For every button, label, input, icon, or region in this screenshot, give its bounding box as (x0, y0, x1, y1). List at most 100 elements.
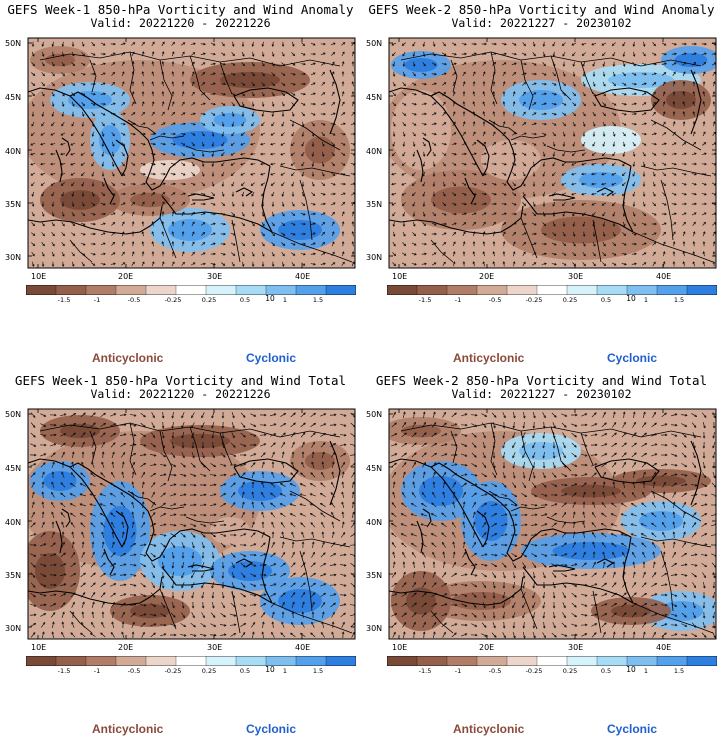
cyclonic-label: Cyclonic (246, 722, 297, 736)
colorbar-tick-label: 0.25 (562, 667, 578, 675)
lat-label: 40N (5, 518, 22, 527)
lat-label: 40N (366, 147, 383, 156)
colorbar-tick-label: 1.5 (673, 296, 685, 304)
lat-label: 50N (5, 39, 22, 48)
vorticity-map (388, 408, 717, 640)
colorbar-tick-label: -0.25 (164, 667, 182, 675)
colorbar-tick-label: 0.5 (239, 667, 251, 675)
colorbar-tick-label: -0.5 (488, 667, 502, 675)
lon-label: 40E (656, 643, 672, 652)
colorbar-tick-label: -1 (93, 296, 101, 304)
panel-valid-dates: Valid: 20221220 - 20221226 (90, 16, 271, 30)
lat-label: 45N (366, 464, 383, 473)
colorbar (26, 285, 356, 295)
colorbar-tick-label: 0.5 (239, 296, 251, 304)
lon-label: 10E (31, 643, 47, 652)
lon-label: 20E (118, 643, 134, 652)
panel-week1-total: GEFS Week-1 850-hPa Vorticity and Wind T… (0, 371, 361, 742)
lat-label: 45N (5, 93, 22, 102)
lon-label: 10E (31, 272, 47, 281)
colorbar-tick-label: 0.25 (201, 667, 217, 675)
lat-label: 40N (366, 518, 383, 527)
colorbar-ticks: -1.5 -1 -0.5 -0.25 0.25 0.5 1 1.5 10 (361, 294, 722, 305)
colorbar-ticks: -1.5 -1 -0.5 -0.25 0.25 0.5 1 1.5 10 (0, 665, 361, 676)
lat-label: 50N (5, 410, 22, 419)
lat-label: 45N (5, 464, 22, 473)
anticyclonic-label: Anticyclonic (453, 351, 525, 365)
colorbar (387, 285, 717, 295)
lon-label: 10E (392, 643, 408, 652)
colorbar-ticks: -1.5 -1 -0.5 -0.25 0.25 0.5 1 1.5 10 (0, 294, 361, 305)
lat-label: 35N (366, 200, 383, 209)
colorbar-tick-label: 0.5 (600, 296, 612, 304)
cyclonic-label: Cyclonic (246, 351, 297, 365)
panel-title: GEFS Week-1 850-hPa Vorticity and Wind T… (14, 373, 347, 388)
lon-label: 40E (295, 643, 311, 652)
colorbar (26, 656, 356, 666)
colorbar-tick-label: 1.5 (673, 667, 685, 675)
anticyclonic-label: Anticyclonic (92, 351, 164, 365)
panel-valid-dates: Valid: 20221227 - 20230102 (451, 16, 632, 30)
colorbar-tick-label: -1 (93, 667, 101, 675)
colorbar-tick-label: -0.5 (488, 296, 502, 304)
colorbar-scale-label: 10 (626, 294, 636, 303)
vorticity-map (27, 37, 356, 269)
colorbar-tick-label: -1 (454, 296, 462, 304)
lon-label: 30E (568, 272, 584, 281)
panel-title: GEFS Week-1 850-hPa Vorticity and Wind A… (7, 2, 354, 17)
lat-label: 35N (5, 571, 22, 580)
lon-label: 10E (392, 272, 408, 281)
colorbar-scale-label: 10 (626, 665, 636, 674)
colorbar-tick-label: -0.25 (164, 296, 182, 304)
vorticity-map (388, 37, 717, 269)
panel-title: GEFS Week-2 850-hPa Vorticity and Wind T… (375, 373, 708, 388)
lat-label: 40N (5, 147, 22, 156)
lon-label: 40E (656, 272, 672, 281)
lat-label: 35N (366, 571, 383, 580)
lat-label: 45N (366, 93, 383, 102)
lon-label: 20E (118, 272, 134, 281)
lat-label: 50N (366, 410, 383, 419)
colorbar-tick-label: 1 (282, 296, 288, 304)
vorticity-map (27, 408, 356, 640)
colorbar-tick-label: 0.5 (600, 667, 612, 675)
panel-title: GEFS Week-2 850-hPa Vorticity and Wind A… (368, 2, 715, 17)
lon-label: 30E (207, 272, 223, 281)
colorbar-scale-label: 10 (265, 665, 275, 674)
lon-label: 30E (207, 643, 223, 652)
lat-label: 35N (5, 200, 22, 209)
lon-label: 30E (568, 643, 584, 652)
colorbar-tick-label: -0.25 (525, 296, 543, 304)
panel-week2-anomaly: GEFS Week-2 850-hPa Vorticity and Wind A… (361, 0, 722, 371)
colorbar-tick-label: -0.5 (127, 667, 141, 675)
panel-valid-dates: Valid: 20221220 - 20221226 (90, 387, 271, 401)
anticyclonic-label: Anticyclonic (453, 722, 525, 736)
colorbar-tick-label: 0.25 (201, 296, 217, 304)
lat-label: 50N (366, 39, 383, 48)
colorbar-tick-label: -0.5 (127, 296, 141, 304)
colorbar-tick-label: -1 (454, 667, 462, 675)
panel-valid-dates: Valid: 20221227 - 20230102 (451, 387, 632, 401)
panel-week1-anomaly: GEFS Week-1 850-hPa Vorticity and Wind A… (0, 0, 361, 371)
anticyclonic-label: Anticyclonic (92, 722, 164, 736)
lat-label: 30N (5, 253, 22, 262)
colorbar-tick-label: 1 (282, 667, 288, 675)
lon-label: 40E (295, 272, 311, 281)
lat-label: 30N (366, 624, 383, 633)
colorbar-tick-label: -1.5 (57, 296, 71, 304)
cyclonic-label: Cyclonic (607, 351, 658, 365)
colorbar-tick-label: 1.5 (312, 296, 324, 304)
colorbar-tick-label: -1.5 (57, 667, 71, 675)
colorbar-ticks: -1.5 -1 -0.5 -0.25 0.25 0.5 1 1.5 10 (361, 665, 722, 676)
colorbar-tick-label: -1.5 (418, 296, 432, 304)
colorbar-tick-label: -1.5 (418, 667, 432, 675)
colorbar-scale-label: 10 (265, 294, 275, 303)
panel-week2-total: GEFS Week-2 850-hPa Vorticity and Wind T… (361, 371, 722, 742)
lat-label: 30N (5, 624, 22, 633)
cyclonic-label: Cyclonic (607, 722, 658, 736)
colorbar-tick-label: -0.25 (525, 667, 543, 675)
lon-label: 20E (479, 643, 495, 652)
lon-label: 20E (479, 272, 495, 281)
colorbar-tick-label: 1 (643, 667, 649, 675)
colorbar-tick-label: 1 (643, 296, 649, 304)
